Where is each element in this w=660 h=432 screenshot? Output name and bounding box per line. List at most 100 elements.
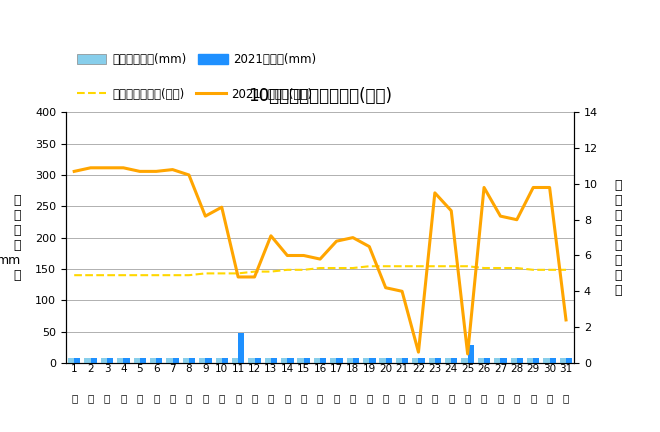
2021日照時間(時間) [185, 172, 193, 178]
Text: 日: 日 [284, 394, 290, 403]
Bar [150, 358, 156, 363]
Bar [320, 358, 326, 363]
Bar [484, 358, 490, 363]
Bar [566, 358, 572, 363]
Text: 日: 日 [383, 394, 389, 403]
2021日照時間(時間) [447, 208, 455, 213]
Bar [189, 358, 195, 363]
Text: 日: 日 [300, 394, 307, 403]
2021日照時間(時間) [529, 185, 537, 190]
Bar [370, 358, 376, 363]
Bar [363, 358, 370, 363]
日照時間平年値(時間) [119, 273, 127, 278]
Bar [428, 358, 435, 363]
2021日照時間(時間) [86, 165, 94, 170]
Bar [232, 358, 238, 363]
Text: 日: 日 [481, 394, 487, 403]
2021日照時間(時間) [546, 185, 554, 190]
Text: 日: 日 [497, 394, 504, 403]
2021日照時間(時間) [381, 285, 389, 290]
日照時間平年値(時間) [218, 271, 226, 276]
日照時間平年値(時間) [366, 264, 374, 269]
Text: 日: 日 [563, 394, 569, 403]
2021日照時間(時間) [513, 217, 521, 222]
Bar [205, 358, 212, 363]
Bar [222, 358, 228, 363]
2021日照時間(時間) [300, 253, 308, 258]
Text: 日: 日 [71, 394, 77, 403]
Bar [396, 358, 402, 363]
2021日照時間(時間) [333, 238, 341, 244]
Text: 日: 日 [251, 394, 257, 403]
2021日照時間(時間) [283, 253, 291, 258]
2021日照時間(時間) [431, 190, 439, 195]
Text: 日: 日 [317, 394, 323, 403]
Bar [304, 358, 310, 363]
2021日照時間(時間) [496, 213, 504, 219]
2021日照時間(時間) [562, 318, 570, 323]
Bar [337, 358, 343, 363]
Y-axis label: 日
照
時
間
（
時
間
）: 日 照 時 間 （ 時 間 ） [615, 178, 622, 297]
Text: 日: 日 [218, 394, 225, 403]
Text: 日: 日 [153, 394, 159, 403]
Line: 日照時間平年値(時間): 日照時間平年値(時間) [74, 266, 566, 275]
日照時間平年値(時間) [234, 271, 242, 276]
Bar [435, 358, 441, 363]
Bar [353, 358, 359, 363]
Bar [468, 345, 474, 363]
Bar [527, 358, 533, 363]
2021日照時間(時間) [136, 169, 144, 174]
Bar [255, 358, 261, 363]
Bar [533, 358, 539, 363]
2021日照時間(時間) [316, 257, 324, 262]
Text: 日: 日 [399, 394, 405, 403]
2021日照時間(時間) [234, 274, 242, 280]
2021日照時間(時間) [218, 205, 226, 210]
Bar [107, 358, 114, 363]
Bar [216, 358, 222, 363]
2021日照時間(時間) [366, 244, 374, 249]
2021日照時間(時間) [168, 167, 176, 172]
Text: 日: 日 [448, 394, 454, 403]
Bar [74, 358, 81, 363]
Text: 日: 日 [465, 394, 471, 403]
Legend: 日照時間平年値(時間), 2021日照時間(時間): 日照時間平年値(時間), 2021日照時間(時間) [72, 83, 317, 105]
Bar [511, 358, 517, 363]
日照時間平年値(時間) [496, 265, 504, 270]
Bar [90, 358, 97, 363]
Y-axis label: 降
水
量
（
mm
）: 降 水 量 （ mm ） [0, 194, 21, 282]
Bar [123, 358, 129, 363]
Bar [402, 358, 409, 363]
Title: 10月降水量・日照時間(日別): 10月降水量・日照時間(日別) [248, 87, 392, 105]
Bar [560, 358, 566, 363]
Text: 日: 日 [366, 394, 372, 403]
2021日照時間(時間) [70, 169, 78, 174]
Bar [385, 358, 392, 363]
Bar [238, 333, 244, 363]
日照時間平年値(時間) [86, 273, 94, 278]
Bar [379, 358, 385, 363]
Text: 日: 日 [333, 394, 340, 403]
Bar [133, 358, 140, 363]
Bar [543, 358, 550, 363]
Bar [330, 358, 337, 363]
Bar [298, 358, 304, 363]
日照時間平年値(時間) [300, 267, 308, 273]
日照時間平年値(時間) [546, 267, 554, 273]
Text: 日: 日 [415, 394, 422, 403]
Bar [500, 358, 507, 363]
日照時間平年値(時間) [267, 269, 275, 274]
Bar [117, 358, 123, 363]
Bar [172, 358, 179, 363]
2021日照時間(時間) [349, 235, 357, 240]
Bar [550, 358, 556, 363]
日照時間平年値(時間) [398, 264, 406, 269]
Text: 日: 日 [88, 394, 94, 403]
日照時間平年値(時間) [251, 269, 259, 274]
Text: 日: 日 [186, 394, 192, 403]
日照時間平年値(時間) [185, 273, 193, 278]
日照時間平年値(時間) [333, 265, 341, 270]
日照時間平年値(時間) [152, 273, 160, 278]
日照時間平年値(時間) [316, 265, 324, 270]
Text: 日: 日 [170, 394, 176, 403]
